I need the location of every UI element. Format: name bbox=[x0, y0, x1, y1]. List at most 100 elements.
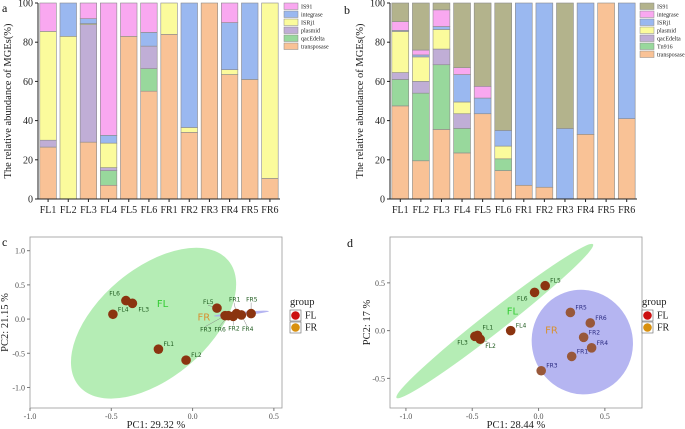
bar-segment-is91-fl2 bbox=[412, 2, 430, 51]
x-tick-label: FL3 bbox=[80, 205, 97, 216]
group-centroid-label-fl: FL bbox=[507, 306, 519, 317]
x-tick-label: FR3 bbox=[201, 205, 218, 216]
bar-segment-plasmid-fl6 bbox=[494, 145, 512, 160]
point-label: FL6 bbox=[109, 291, 120, 298]
point-fl5 bbox=[212, 303, 222, 313]
bar-segment-is91-fl6 bbox=[494, 2, 512, 131]
x-tick-label: FR4 bbox=[221, 205, 238, 216]
bar-segment-integrase-fr5 bbox=[241, 2, 259, 80]
legend-swatch-isrj1 bbox=[283, 18, 299, 26]
bar-segment-isrj1-fr6 bbox=[261, 2, 279, 179]
y-tick-label: -0.5 bbox=[12, 349, 25, 358]
x-tick-label: 0.5 bbox=[600, 412, 610, 421]
bar-segment-transposase-fl5 bbox=[473, 113, 492, 200]
bar-segment-transposase-fl1 bbox=[391, 105, 410, 200]
legend-marker-fr bbox=[291, 323, 300, 332]
y-tick-label: -0.5 bbox=[372, 374, 385, 383]
legend-swatch-tn916 bbox=[639, 42, 655, 50]
bar-segment-plasmid-fl1 bbox=[39, 139, 57, 148]
point-label: FR6 bbox=[214, 327, 226, 334]
x-tick-label: FR1 bbox=[515, 205, 532, 216]
bar-segment-tn916-fl3 bbox=[432, 64, 451, 130]
legend-label: plasmid bbox=[301, 29, 320, 35]
point-fr5 bbox=[246, 308, 256, 319]
point-fl1 bbox=[153, 344, 164, 354]
bar-segment-tn916-fl2 bbox=[412, 92, 430, 162]
y-tick-label: 40 bbox=[23, 116, 33, 127]
bar-segment-is91-fl6 bbox=[140, 2, 158, 33]
bar-segment-isrj1-fl3 bbox=[432, 26, 451, 30]
point-fr2 bbox=[578, 332, 589, 343]
bar-segment-transposase-fr6 bbox=[261, 178, 279, 200]
bar-segment-transposase-fl1 bbox=[39, 146, 57, 200]
legend-swatch-qacedelta bbox=[283, 34, 299, 42]
bar-segment-transposase-fr1 bbox=[160, 34, 178, 200]
legend-label: integrase bbox=[657, 13, 679, 19]
bar-segment-transposase-fl3 bbox=[432, 129, 451, 200]
bar-segment-integrase-fl3 bbox=[432, 9, 451, 27]
bar-segment-isrj1-fr3 bbox=[556, 128, 574, 200]
point-fr1 bbox=[566, 351, 577, 362]
point-fl4 bbox=[108, 309, 118, 320]
bar-segment-qacedelta-fl6 bbox=[140, 68, 158, 92]
legend: IS91 integrase ISRj1 plasmid qacEdelta Tn916 t… bbox=[639, 2, 685, 59]
bar-segment-isrj1-fr4 bbox=[576, 2, 595, 135]
bar-segment-integrase-fl2 bbox=[59, 2, 77, 37]
x-tick-label: FR4 bbox=[577, 205, 594, 216]
x-tick-label: FL6 bbox=[141, 205, 158, 216]
point-fr4 bbox=[236, 310, 247, 320]
x-tick-label: FL1 bbox=[40, 205, 57, 216]
legend-swatch-is91 bbox=[283, 2, 299, 10]
bar-segment-transposase-fr4 bbox=[576, 134, 595, 200]
y-tick-label: 40 bbox=[375, 116, 385, 127]
bar-segment-tn916-fl6 bbox=[494, 158, 512, 171]
bar-chart-a: a FL1 FL2 FL3 FL4 FL5 FL6 FR1 FR2 FR3 FR4 FR5 FR6 0 20… bbox=[2, 0, 329, 216]
x-tick-label: FL2 bbox=[60, 205, 77, 216]
panel-label: c bbox=[2, 235, 7, 249]
bar-segment-plasmid-fl1 bbox=[391, 31, 410, 73]
point-label: FL1 bbox=[483, 324, 494, 331]
bar-chart-b: b FL1 FL2 FL3 FL4 FL5 FL6 FR1 FR2 FR3 FR4 FR5 FR6 0 20… bbox=[344, 0, 685, 216]
x-tick-label: -0.5 bbox=[466, 412, 479, 421]
bar-segment-transposase-fl6 bbox=[140, 90, 158, 200]
bar-segment-plasmid-fl6 bbox=[140, 45, 158, 69]
bar-segment-is91-fl3 bbox=[432, 2, 451, 11]
y-tick-label: 20 bbox=[375, 155, 385, 166]
bar-segment-transposase-fr1 bbox=[515, 184, 533, 200]
legend-label: FR bbox=[657, 323, 670, 334]
bar-segment-plasmid-fl2 bbox=[412, 56, 430, 82]
x-tick-label: FR5 bbox=[241, 205, 258, 216]
bar-segment-transposase-fr2 bbox=[180, 132, 198, 200]
bar-segment-transposase-fl5 bbox=[120, 36, 138, 200]
x-tick-label: FR6 bbox=[618, 205, 635, 216]
point-label: FR2 bbox=[228, 325, 240, 332]
y-tick-label: 0.0 bbox=[375, 327, 385, 336]
point-label: FR4 bbox=[597, 340, 609, 347]
bar-segment-is91-fr4 bbox=[221, 2, 239, 23]
bar-segment-transposase-fl3 bbox=[79, 141, 97, 200]
point-label: FL2 bbox=[485, 343, 496, 350]
bar-segment-transposase-fl6 bbox=[494, 170, 512, 200]
bar-segment-is91-fl5 bbox=[120, 2, 138, 37]
point-label: FL3 bbox=[457, 339, 468, 346]
bar-segment-isrj1-fr2 bbox=[535, 2, 554, 188]
bar-segment-tn916-fl1 bbox=[391, 79, 410, 107]
bar-segment-plasmid-fl4 bbox=[453, 101, 471, 115]
bar-segment-is91-fl5 bbox=[473, 2, 492, 87]
x-tick-label: FL3 bbox=[433, 205, 450, 216]
legend-label: ISRj1 bbox=[657, 21, 671, 27]
point-fl5 bbox=[540, 280, 550, 291]
bar-segment-integrase-fl6 bbox=[140, 32, 158, 47]
x-axis-label: PC1: 29.32 % bbox=[127, 420, 186, 429]
bar-segment-transposase-fr6 bbox=[617, 118, 636, 200]
point-label: FR6 bbox=[595, 315, 607, 322]
legend-swatch-plasmid bbox=[639, 26, 655, 34]
x-axis-label: PC1: 28.44 % bbox=[487, 420, 546, 429]
bar-segment-isrj1-fl4 bbox=[100, 142, 118, 168]
legend-label: qacEdelta bbox=[657, 37, 681, 43]
bar-segment-transposase-fr5 bbox=[241, 79, 259, 200]
y-tick-label: 20 bbox=[23, 155, 33, 166]
y-tick-label: 60 bbox=[375, 77, 385, 88]
legend-swatch-integrase bbox=[283, 10, 299, 18]
